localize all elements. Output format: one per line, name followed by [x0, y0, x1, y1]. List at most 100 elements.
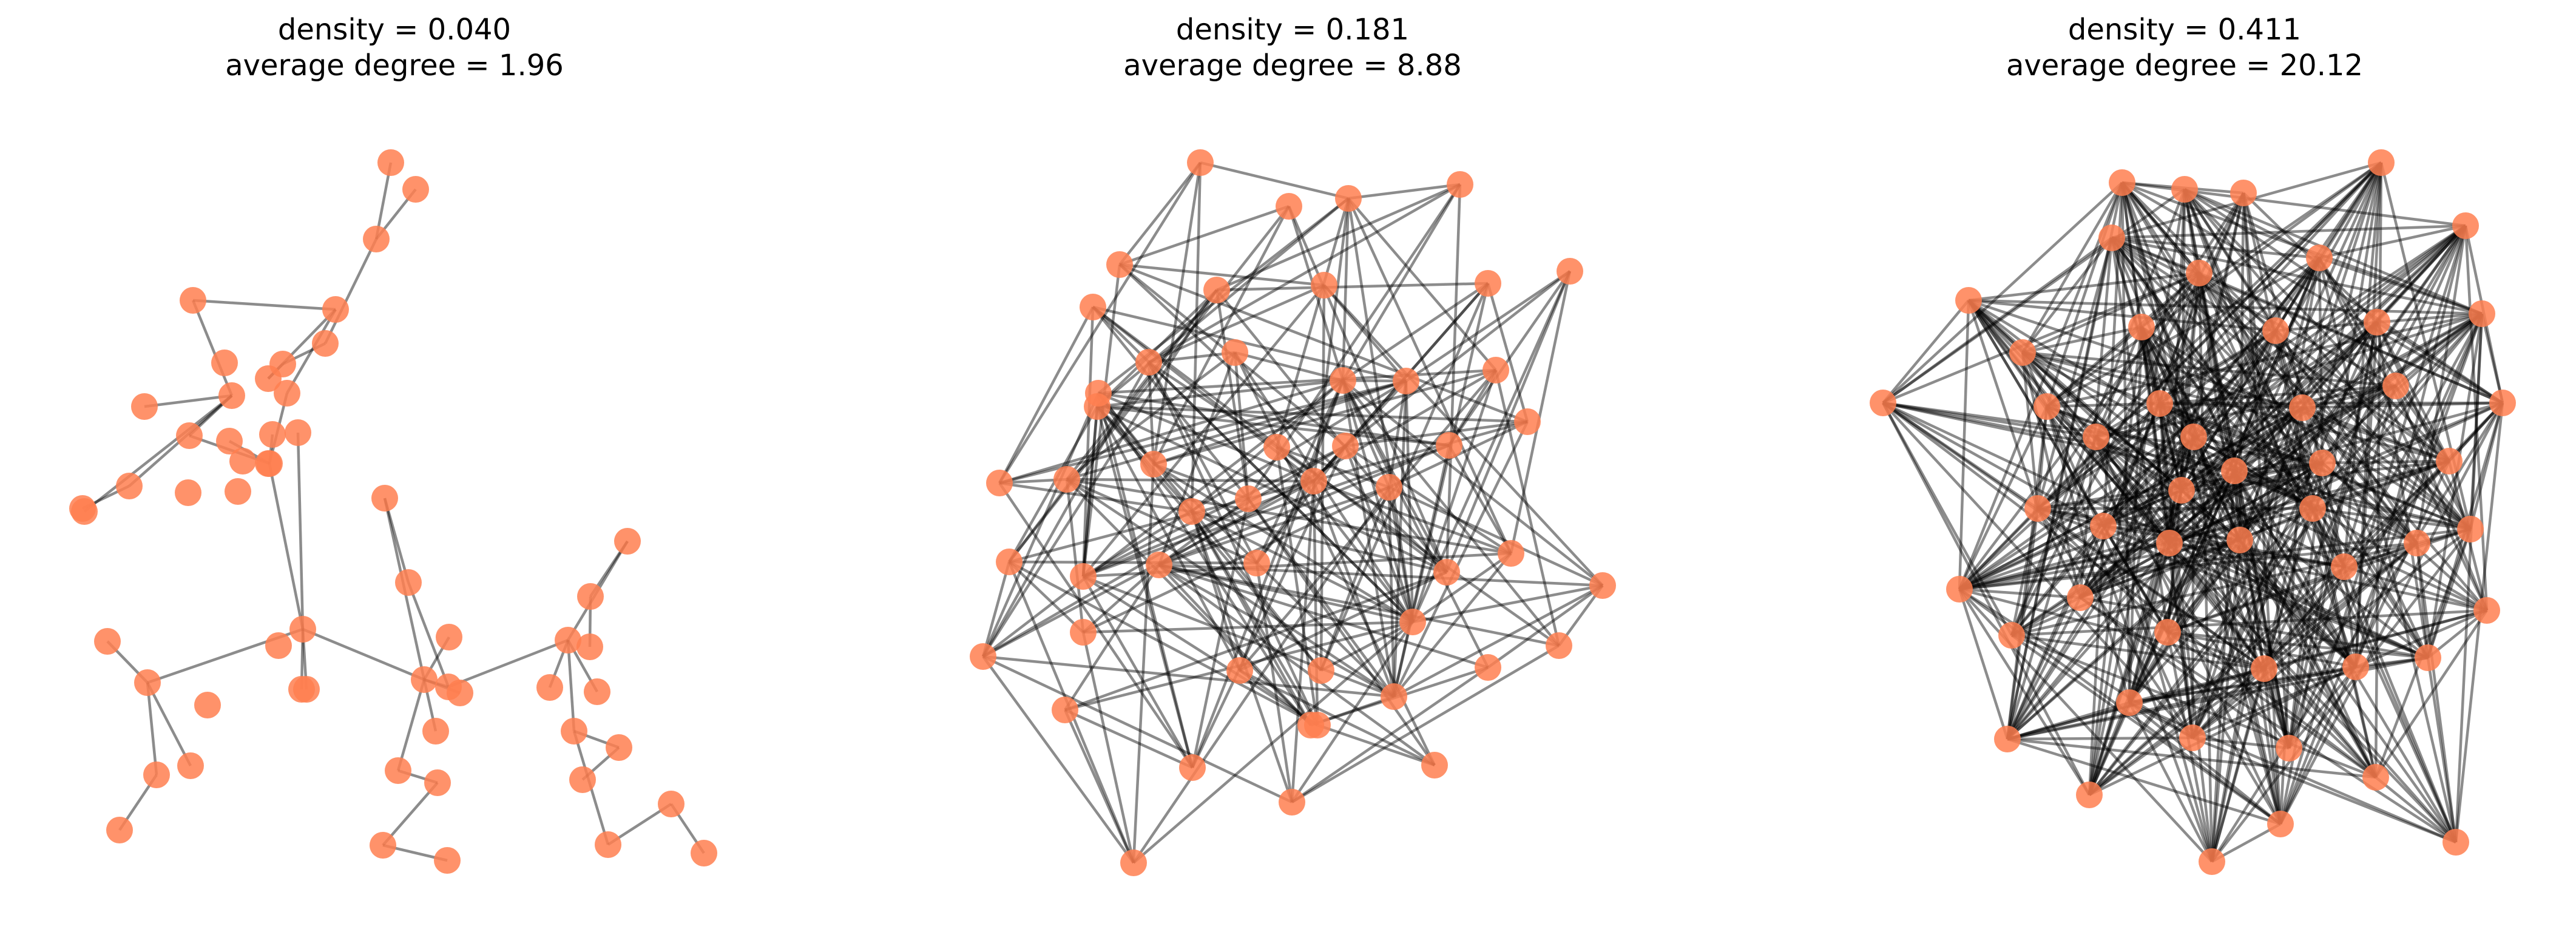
panel-2-edge	[1388, 485, 1603, 587]
panel-3-edge	[2262, 668, 2282, 825]
panel-3-edge	[2102, 525, 2169, 633]
panel-2-edge	[1158, 564, 1395, 698]
panel-2-node	[1053, 466, 1080, 493]
panel-3-node	[2199, 848, 2225, 875]
panel-2-edge	[1200, 161, 1349, 200]
panel-2-node	[996, 549, 1023, 575]
panel-3-edge	[2191, 225, 2467, 739]
panel-2-edge	[1153, 462, 1249, 501]
panel-3-edge	[2169, 541, 2345, 569]
panel-3-edge	[2159, 384, 2396, 405]
panel-2-node	[1263, 434, 1290, 461]
panel-3-edge	[2006, 508, 2040, 740]
panel-3-edge	[2192, 436, 2282, 825]
panel-3-edge	[1958, 300, 1970, 590]
panel-2-edge	[1082, 564, 1160, 633]
panel-2-edge	[1097, 379, 1344, 408]
panel-2-edge	[1387, 487, 1396, 697]
panel-3-edge	[2198, 272, 2472, 530]
panel-1-node	[536, 674, 563, 701]
panel-3-edge	[2006, 596, 2082, 740]
panel-3-edge	[2010, 508, 2040, 636]
panel-3-edge	[2239, 539, 2457, 843]
panel-3-edge	[2183, 189, 2358, 667]
panel-2-edge	[1158, 444, 1450, 567]
panel-3-node	[2469, 300, 2495, 327]
panel-3-edge	[2233, 385, 2397, 472]
panel-2-edge	[1148, 361, 1258, 564]
panel-2-nodes	[970, 149, 1616, 876]
panel-3-edge	[2128, 407, 2304, 704]
panel-3-edge	[2022, 351, 2471, 531]
panel-2-edge	[1158, 563, 1560, 647]
panel-2-edge	[1097, 392, 1322, 672]
panel-2-edge	[998, 482, 1194, 769]
panel-3-edge	[2129, 656, 2429, 704]
panel-3-edge	[2376, 321, 2504, 404]
panel-2-node	[1235, 485, 1262, 512]
panel-3-edge	[2415, 225, 2467, 544]
panel-2-edge	[1323, 284, 1604, 587]
panel-3-edge	[1882, 401, 2471, 531]
panel-3-edge	[2262, 385, 2398, 669]
panel-2-edge	[1233, 352, 1250, 499]
panel-2-edge	[1344, 282, 1489, 447]
panel-2-edge	[982, 655, 1293, 804]
panel-3-edge	[2110, 237, 2242, 541]
panel-3-edge	[1882, 401, 2429, 660]
panel-2-edge	[982, 445, 1347, 658]
panel-3-edge	[2342, 566, 2458, 843]
panel-3-edge	[2011, 538, 2240, 637]
panel-1-node	[363, 226, 390, 252]
panel-2-edge	[1256, 480, 1315, 564]
panel-3-edge	[2010, 634, 2282, 825]
panel-3-edge	[2317, 257, 2458, 843]
panel-1-node	[434, 847, 461, 874]
panel-3-edge	[2140, 161, 2382, 328]
panel-2-edge	[1097, 393, 1194, 768]
panel-3-edge	[2007, 701, 2130, 741]
panel-2-edge	[1191, 445, 1347, 768]
panel-3-edge	[1882, 402, 2377, 778]
panel-2-edge	[1008, 205, 1290, 563]
panel-3-edge	[1882, 271, 2200, 405]
panel-3-edge	[2263, 667, 2377, 778]
panel-3-edge	[2234, 461, 2323, 473]
panel-2-edge	[1118, 161, 1202, 266]
panel-2-node	[1140, 451, 1167, 478]
panel-3-edge	[2120, 182, 2291, 749]
panel-3-edge	[2046, 257, 2321, 408]
panel-2-edge	[1216, 183, 1461, 292]
panel-3-edge	[1882, 402, 2265, 670]
panel-3-edge	[2037, 192, 2245, 510]
panel-3-edge	[2158, 403, 2214, 862]
panel-3-edge	[2006, 436, 2195, 740]
panel-3-node	[1946, 576, 1973, 603]
panel-3-edge	[2234, 469, 2471, 531]
panel-3-node	[2262, 317, 2289, 344]
panel-3-edge	[2183, 188, 2504, 404]
panel-3-edge	[1959, 488, 2182, 591]
panel-2-edge	[1509, 271, 1572, 554]
panel-3-edge	[2006, 329, 2277, 740]
panel-3-node	[2309, 450, 2336, 476]
panel-3-edge	[2210, 257, 2321, 862]
panel-3-edge	[2287, 162, 2383, 749]
panel-3-edge	[2021, 351, 2241, 541]
panel-3-edge	[2140, 326, 2196, 437]
panel-2-node	[1589, 572, 1616, 599]
panel-3-node	[1998, 622, 2025, 649]
panel-3-edge	[2045, 406, 2214, 862]
panel-3-edge	[2168, 542, 2457, 843]
panel-3-edge	[2120, 182, 2236, 471]
panel-2-node	[1085, 380, 1112, 407]
panel-3-node	[2299, 495, 2326, 522]
panel-3-edge	[2274, 161, 2382, 332]
panel-3-edge	[2166, 490, 2183, 633]
panel-3-edge	[2274, 330, 2430, 658]
panel-3-edge	[2121, 181, 2418, 544]
panel-2-edge	[1083, 479, 1314, 578]
panel-3-node	[2033, 393, 2060, 420]
panel-2-edge	[1312, 481, 1396, 697]
panel-3-edge	[2343, 402, 2504, 568]
